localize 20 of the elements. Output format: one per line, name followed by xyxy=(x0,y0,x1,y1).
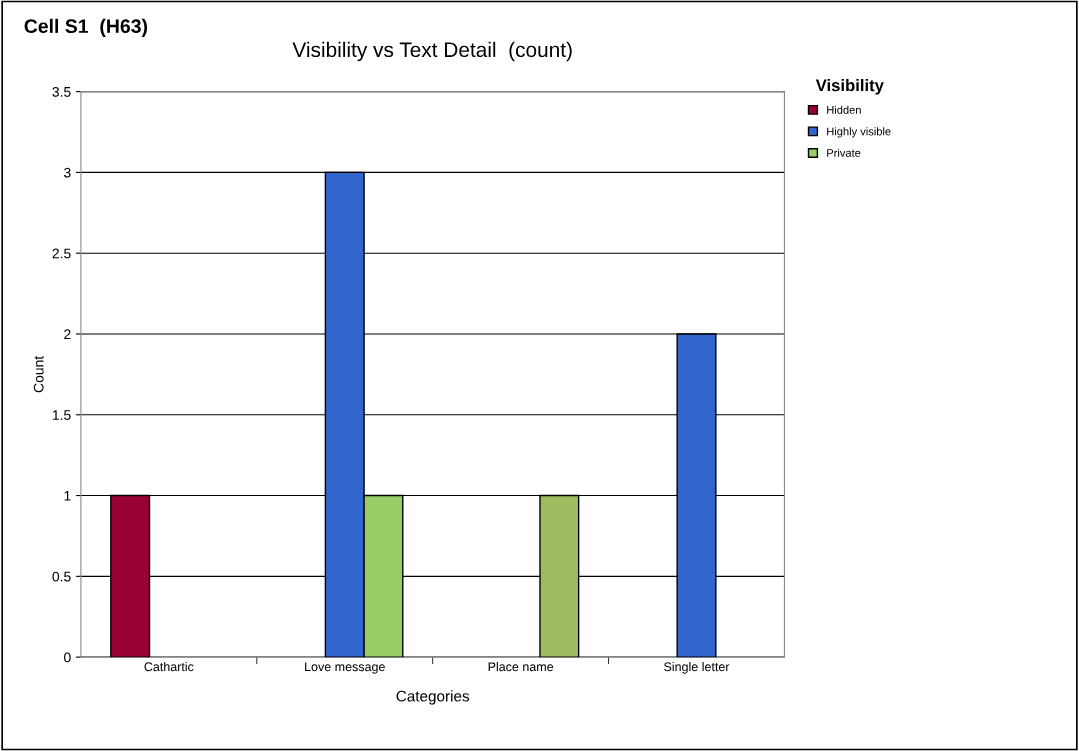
y-tick-label: 0 xyxy=(64,652,71,663)
y-tick-label: 2.5 xyxy=(52,248,71,259)
x-axis-title: Categories xyxy=(396,690,470,705)
chart-title: Visibility vs Text Detail (count) xyxy=(292,41,572,62)
legend-title: Visibility xyxy=(815,79,884,95)
x-tick-label: Love message xyxy=(305,662,385,674)
legend-label: Hidden xyxy=(827,105,861,114)
y-tick-label: 3 xyxy=(64,167,71,178)
x-tick-label: Place name xyxy=(488,661,554,672)
y-axis-title: Count xyxy=(33,355,44,393)
x-tick-label: Cathartic xyxy=(144,661,194,672)
legend-label: Highly visible xyxy=(827,127,891,138)
text: Cell S1 (H63) xyxy=(24,18,148,37)
x-tick-label: Single letter xyxy=(664,661,730,674)
y-tick-label: 1 xyxy=(64,491,71,501)
y-tick-label: 1.5 xyxy=(52,410,71,420)
y-tick-label: 0.5 xyxy=(52,571,71,582)
y-tick-label: 3.5 xyxy=(52,86,71,97)
y-tick-label: 2 xyxy=(64,329,71,340)
legend-label: Private xyxy=(827,148,861,157)
